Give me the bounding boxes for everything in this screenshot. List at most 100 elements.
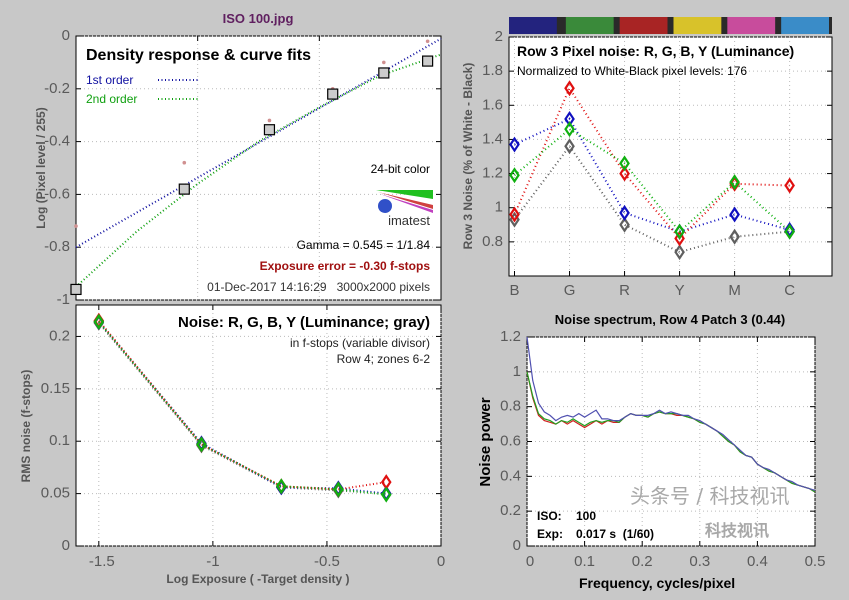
rms-noise-xtick-label: -0.5 [314,553,340,570]
rms-noise-point [196,436,207,453]
pixel-noise-point [619,204,630,221]
exp-label: Exp: [537,527,563,541]
pixel-noise-xtick-label: Y [675,282,685,299]
pixel-noise-xtick-label: C [784,282,795,299]
exposure-error-readout: Exposure error = -0.30 f-stops [260,259,431,273]
reference-point [425,39,430,44]
pixel-noise-point [784,177,795,194]
watermark-2: 头条号 / 科技视讯 [630,484,789,508]
noise-spectrum-xtick-label: 0.4 [747,553,768,570]
noise-spectrum-xtick-label: 0.3 [689,553,710,570]
patch-swatch-B [509,17,557,34]
density-ytick-label: -0.2 [44,80,70,97]
rms-noise-point [380,486,392,503]
rms-noise-ytick-label: 0.2 [49,327,70,344]
rms-noise-ylabel: RMS noise (f-stops) [19,370,33,483]
rms-noise-xtick-label: 0 [437,553,445,570]
reference-point [267,118,272,123]
pixel-noise-series-line [513,127,791,234]
pixel-noise-point [784,223,795,240]
rms-noise-xtick-label: -1.5 [89,553,115,570]
rms-noise-ytick-label: 0 [62,537,70,554]
patch-swatch-M [727,17,776,34]
rms-noise-xlabel: Log Exposure ( -Target density ) [166,572,349,586]
noise-spectrum-ytick-label: 0.4 [500,467,521,484]
density-ylabel: Log (Pixel level / 255) [34,107,48,228]
pixel-noise-panel: 0.8 1 1.2 1.4 1.6 1.8 2 B G R Y M C Row 3 Pixel nois… [461,17,833,299]
pixel-noise-point [674,230,685,247]
reference-point [182,160,187,165]
noise-spectrum-xtick-label: 0.2 [632,553,653,570]
density-ytick-label: 0 [62,27,70,44]
pixel-noise-ytick-label: 2 [495,28,503,45]
pixel-noise-ytick-label: 1.8 [482,62,503,79]
pixel-noise-point [619,155,630,172]
watermark-1: 科技视讯 [705,521,769,540]
datetime-size-readout: 01-Dec-2017 14:16:29 3000x2000 pixels [207,280,430,294]
imatest-logo: imatest [376,190,433,228]
pixel-noise-ytick-label: 1.2 [482,165,503,182]
patch-swatch-G [565,17,614,34]
pixel-noise-point [729,174,740,191]
pixel-noise-point [509,206,520,223]
patch-swatch-C [781,17,829,34]
pixel-noise-point [729,228,740,245]
density-title: Density response & curve fits [86,47,311,64]
reference-point [74,224,78,228]
pixel-noise-title: Row 3 Pixel noise: R, G, B, Y (Luminance… [517,43,794,59]
patch-swatch-Y [673,17,722,34]
rms-noise-point [275,478,287,495]
noise-spectrum-ytick-label: 0.2 [500,502,521,519]
exp-value: 0.017 s (1/60) [576,527,654,541]
pixel-noise-plot-area [508,36,833,277]
measured-square [327,88,339,100]
pixel-noise-point [729,206,740,223]
pixel-noise-point [674,223,685,240]
legend-2nd-order: 2nd order [86,92,137,106]
pixel-noise-xtick-label: M [728,282,741,299]
noise-spectrum-ytick-label: 1.2 [500,328,521,345]
rms-noise-point [333,481,344,498]
file-title: ISO 100.jpg [223,11,294,26]
pixel-noise-series-line [513,144,790,254]
noise-spectrum-ytick-label: 0.6 [500,433,521,450]
pixel-noise-point [509,167,520,184]
measured-square [178,183,190,195]
iso-label: ISO: [537,509,562,523]
rms-noise-xtick-label: -1 [206,553,219,570]
pixel-noise-xtick-label: R [619,282,630,299]
pixel-noise-ytick-label: 1 [495,199,503,216]
iso-value: 100 [576,509,596,523]
pixel-noise-ylabel: Row 3 Noise (% of White - Black) [461,63,475,250]
pixel-noise-point [564,121,575,138]
measured-square [70,283,82,296]
svg-text:imatest: imatest [388,213,430,228]
rms-noise-subtitle-2: Row 4; zones 6-2 [337,352,431,366]
noise-spectrum-xlabel: Frequency, cycles/pixel [579,575,735,591]
rms-noise-panel: 0 0.05 0.1 0.15 0.2 -1.5 -1 -0.5 0 Noise: R, G, … [19,304,445,586]
pixel-noise-point [619,216,630,233]
noise-spectrum-ytick-label: 1 [513,363,521,380]
noise-spectrum-xtick-label: 0.1 [574,553,595,570]
noise-spectrum-ytick-label: 0.8 [500,398,521,415]
rms-noise-subtitle-1: in f-stops (variable divisor) [290,336,430,350]
measured-square [378,67,390,79]
pixel-noise-point [564,138,575,155]
pixel-noise-point [564,80,575,97]
rms-noise-ytick-label: 0.05 [41,485,70,502]
pixel-noise-point [509,136,520,153]
density-plot-area [75,35,442,301]
noise-spectrum-ytick-label: 0 [513,537,521,554]
noise-spectrum-series-line [526,371,816,493]
pixel-noise-ytick-label: 0.8 [482,233,503,250]
pixel-noise-xtick-label: G [564,282,576,299]
pixel-noise-point [619,165,630,182]
pixel-noise-point [674,244,685,261]
rms-noise-ytick-label: 0.1 [49,432,70,449]
rms-noise-ytick-label: 0.15 [41,380,70,397]
pixel-noise-ytick-label: 1.6 [482,96,503,113]
noise-spectrum-title: Noise spectrum, Row 4 Patch 3 (0.44) [555,312,785,327]
patch-swatch-R [619,17,668,34]
pixel-noise-subtitle: Normalized to White-Black pixel levels: … [517,64,747,78]
